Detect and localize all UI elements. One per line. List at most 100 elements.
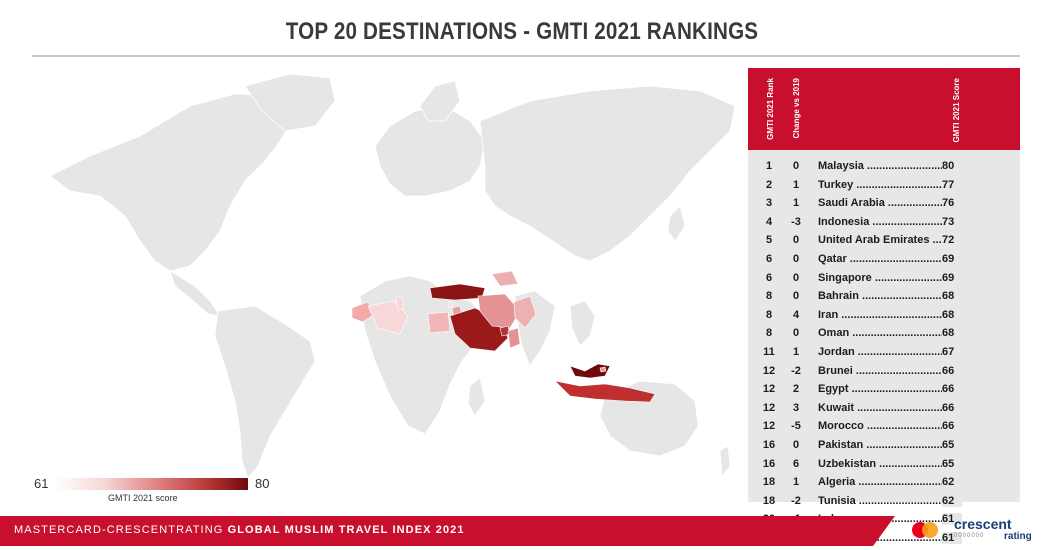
- change-value: -2: [791, 364, 801, 377]
- ranking-row: 18 1 Algeria62: [748, 476, 1020, 495]
- ranking-row: 8 0 Bahrain68: [748, 290, 1020, 309]
- uzbekistan-shape: [491, 270, 519, 287]
- ranking-row: 16 0 Pakistan65: [748, 438, 1020, 458]
- change-value: -5: [791, 420, 801, 433]
- change-column-header: Change vs 2019: [792, 78, 801, 139]
- change-value: 0: [792, 160, 800, 172]
- country-name: Jordan: [818, 346, 958, 358]
- ranking-row: 12 -5 Morocco66: [748, 420, 1020, 439]
- country-name: Algeria: [818, 476, 958, 488]
- scandinavia-shape: [419, 80, 461, 122]
- score-value: 61: [942, 531, 962, 544]
- score-value: 80: [942, 160, 962, 172]
- ranking-row: 8 4 Iran68: [748, 308, 1020, 328]
- rank-value: 12: [762, 364, 776, 377]
- africa-shape: [359, 275, 491, 435]
- change-value: 4: [792, 308, 800, 321]
- score-value: 73: [942, 215, 962, 228]
- score-value: 65: [942, 457, 962, 470]
- logo-sub: rating: [1004, 531, 1032, 542]
- country-name: Egypt: [818, 383, 958, 395]
- change-value: 0: [792, 252, 800, 265]
- country-name: Tunisia: [818, 495, 958, 507]
- score-value: 66: [942, 420, 962, 433]
- country-name: Singapore: [818, 272, 958, 284]
- rank-value: 18: [762, 476, 776, 489]
- score-value: 61: [942, 513, 962, 526]
- europe-shape: [374, 105, 486, 197]
- change-value: 1: [792, 178, 800, 191]
- ranking-row: 12 2 Egypt66: [748, 383, 1020, 402]
- change-value: 0: [792, 290, 800, 303]
- score-value: 69: [942, 252, 962, 265]
- rank-value: 3: [765, 197, 773, 210]
- ranking-row: 12 3 Kuwait66: [748, 401, 1020, 421]
- footer-suffix: GLOBAL MUSLIM TRAVEL INDEX 2021: [227, 524, 465, 536]
- country-name: Brunei: [818, 365, 958, 377]
- score-value: 68: [942, 308, 962, 321]
- change-value: 0: [792, 438, 800, 451]
- score-value: 68: [942, 327, 962, 340]
- change-value: 1: [792, 476, 800, 489]
- rank-value: 11: [763, 345, 775, 358]
- score-value: 65: [942, 438, 962, 451]
- score-value: 66: [942, 401, 962, 414]
- logo-name: crescent: [954, 516, 1012, 532]
- ranking-row: 4 -3 Indonesia73: [748, 215, 1020, 235]
- rank-value: 8: [765, 308, 773, 321]
- rank-value: 12: [762, 420, 776, 433]
- ranking-row: 3 1 Saudi Arabia76: [748, 197, 1020, 216]
- rank-value: 8: [765, 327, 773, 340]
- ranking-row: 1 0 Malaysia80: [748, 160, 1020, 179]
- change-value: 1: [792, 197, 800, 210]
- change-value: 0: [792, 271, 800, 284]
- ranking-row: 6 0 Singapore69: [748, 271, 1020, 291]
- egypt-shape: [427, 311, 451, 334]
- brunei-shape: [599, 366, 607, 373]
- pakistan-shape: [513, 295, 537, 329]
- ranking-row: 6 0 Qatar69: [748, 252, 1020, 272]
- ranking-row: 16 6 Uzbekistan65: [748, 457, 1020, 477]
- iran-shape: [477, 293, 521, 329]
- page-title: TOP 20 DESTINATIONS - GMTI 2021 RANKINGS: [285, 18, 759, 45]
- mastercard-orange-circle: [922, 522, 938, 538]
- legend-min-label: 61: [34, 476, 49, 491]
- score-value: 77: [942, 178, 962, 191]
- south-america-shape: [214, 305, 316, 479]
- country-name: Saudi Arabia: [818, 197, 958, 209]
- country-name: Malaysia: [818, 160, 958, 172]
- legend-title: GMTI 2021 score: [108, 493, 178, 503]
- score-value: 62: [942, 494, 962, 507]
- change-value: -2: [791, 494, 801, 507]
- turkey-shape: [429, 283, 486, 301]
- rank-value: 6: [765, 252, 773, 265]
- country-name: United Arab Emirates: [818, 234, 958, 246]
- world-map: [49, 73, 736, 479]
- greenland-shape: [244, 73, 336, 132]
- rankings-panel: GMTI 2021 Rank Change vs 2019 GMTI 2021 …: [748, 68, 1020, 544]
- rank-value: 8: [765, 290, 773, 303]
- change-value: 1: [792, 345, 800, 358]
- ranking-row: 12 -2 Brunei66: [748, 364, 1020, 384]
- ranking-row: 5 0 United Arab Emirates72: [748, 234, 1020, 253]
- rank-column-header: GMTI 2021 Rank: [766, 78, 775, 140]
- score-value: 69: [942, 271, 962, 284]
- country-name: Uzbekistan: [818, 458, 958, 470]
- rank-value: 6: [765, 271, 773, 284]
- title-divider: [32, 55, 1020, 57]
- country-name: Kuwait: [818, 402, 958, 414]
- rank-value: 4: [765, 215, 773, 228]
- rank-value: 18: [762, 494, 776, 507]
- north-america-shape: [49, 93, 296, 272]
- legend-color-scale: [56, 478, 248, 490]
- madagascar-shape: [467, 377, 486, 417]
- rankings-list: 10Malaysia8021Turkey7731Saudi Arabia764-…: [748, 160, 1020, 550]
- change-value: 0: [792, 327, 800, 340]
- change-value: 6: [792, 457, 800, 470]
- rank-value: 12: [762, 401, 776, 414]
- central-america-shape: [169, 270, 221, 317]
- country-name: Morocco: [818, 420, 958, 432]
- score-column-header: GMTI 2021 Score: [952, 78, 961, 143]
- change-value: 3: [792, 401, 800, 414]
- rank-value: 2: [765, 178, 773, 191]
